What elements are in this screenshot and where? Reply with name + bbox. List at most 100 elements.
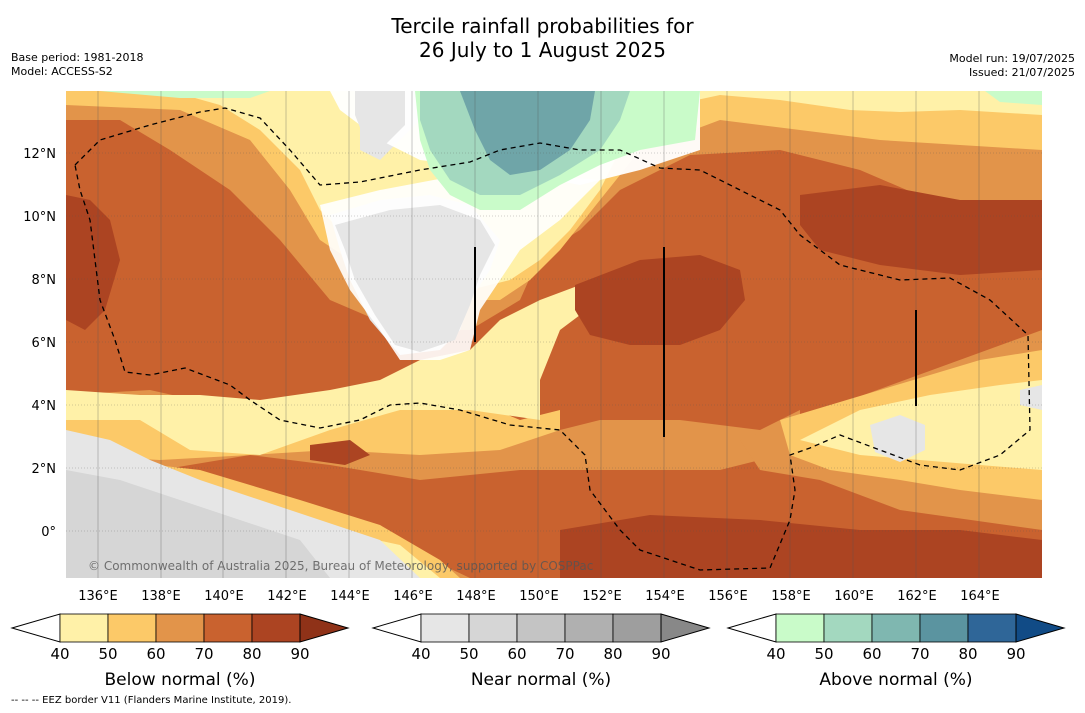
colorbar-tick: 90 xyxy=(290,645,309,663)
lat-label: 2°N xyxy=(32,462,57,477)
lat-label: 0° xyxy=(41,525,56,540)
colorbar-tick: 60 xyxy=(146,645,165,663)
issued-date: Issued: 21/07/2025 xyxy=(968,66,1075,79)
colorbar-tick: 50 xyxy=(459,645,478,663)
colorbars: 40 50 60 70 80 90 Below normal (%) 40 50 60 70 80 90… xyxy=(10,613,1066,690)
lon-label: 148°E xyxy=(456,589,496,604)
lat-label: 6°N xyxy=(32,336,57,351)
colorbar-segment xyxy=(107,613,157,643)
near-40-50-central-core xyxy=(335,205,495,352)
latitude-labels: 12°N 10°N 8°N 6°N 4°N 2°N 0° xyxy=(23,147,56,540)
eez-footnote: -- -- -- EEZ border V11 (Flanders Marine… xyxy=(11,695,292,706)
colorbar-extend-low xyxy=(371,613,422,643)
longitude-labels: 136°E 138°E 140°E 142°E 144°E 146°E 148°E 150°E… xyxy=(78,589,1000,604)
colorbar-title: Below normal (%) xyxy=(105,670,256,690)
colorbar-segment xyxy=(420,613,470,643)
colorbar-segment xyxy=(919,613,969,643)
below-80-90-central xyxy=(575,255,745,345)
colorbar-tick: 60 xyxy=(862,645,881,663)
colorbar-tick: 80 xyxy=(603,645,622,663)
colorbar-tick: 70 xyxy=(194,645,213,663)
colorbar-segment xyxy=(775,613,825,643)
near-50-60-southwest xyxy=(66,470,330,578)
model-run: Model run: 19/07/2025 xyxy=(949,52,1075,65)
near-40-50-north-blob xyxy=(355,91,405,145)
colorbar-segment xyxy=(871,613,921,643)
colorbar-1: 40 50 60 70 80 90 Near normal (%) xyxy=(371,613,711,690)
below-80-90-west xyxy=(66,195,120,330)
above-40-50-ne xyxy=(985,91,1042,105)
colorbar-extend-low xyxy=(10,613,61,643)
lon-label: 152°E xyxy=(582,589,622,604)
eez-borders xyxy=(74,107,1031,571)
colorbar-tick: 90 xyxy=(651,645,670,663)
lon-label: 140°E xyxy=(204,589,244,604)
lon-label: 160°E xyxy=(834,589,874,604)
base-period: Base period: 1981-2018 xyxy=(11,51,144,64)
colorbar-segment xyxy=(564,613,614,643)
lat-label: 8°N xyxy=(32,273,57,288)
colorbar-segment xyxy=(251,613,301,643)
near-40-50-east-blob xyxy=(870,415,925,462)
colorbar-extend-high xyxy=(1015,613,1066,643)
colorbar-segment xyxy=(612,613,662,643)
lat-label: 10°N xyxy=(23,210,56,225)
lon-label: 158°E xyxy=(771,589,811,604)
lon-label: 162°E xyxy=(897,589,937,604)
colorbar-tick: 80 xyxy=(242,645,261,663)
title-line-1: Tercile rainfall probabilities for xyxy=(391,14,694,38)
colorbar-tick: 40 xyxy=(411,645,430,663)
colorbar-tick: 90 xyxy=(1006,645,1025,663)
map-title: Tercile rainfall probabilities for 26 Ju… xyxy=(0,14,1085,62)
lon-label: 138°E xyxy=(141,589,181,604)
model-info: Base period: 1981-2018 Model: ACCESS-S2 xyxy=(11,51,143,79)
lon-label: 164°E xyxy=(960,589,1000,604)
below-40-50-ribbon xyxy=(66,285,600,455)
model-name: Model: ACCESS-S2 xyxy=(11,65,113,78)
near-40-50-east-edge xyxy=(1020,385,1042,410)
lon-label: 144°E xyxy=(330,589,370,604)
lon-label: 146°E xyxy=(393,589,433,604)
lon-label: 150°E xyxy=(519,589,559,604)
colorbar-2: 40 50 60 70 80 90 Above normal (%) xyxy=(726,613,1066,690)
eez-border-west xyxy=(74,107,1031,571)
colorbar-tick: 40 xyxy=(766,645,785,663)
lat-label: 4°N xyxy=(32,399,57,414)
colorbar-tick: 70 xyxy=(555,645,574,663)
title-line-2: 26 July to 1 August 2025 xyxy=(419,38,666,62)
colorbar-tick: 40 xyxy=(50,645,69,663)
below-80-90-east xyxy=(800,185,1042,275)
colorbar-segment xyxy=(203,613,253,643)
colorbar-extend-low xyxy=(726,613,777,643)
above-40-50-nw xyxy=(100,91,270,98)
reference-bars xyxy=(474,247,917,437)
below-80-90-spot xyxy=(310,440,370,465)
colorbar-segment xyxy=(155,613,205,643)
above-60-70-north xyxy=(460,91,595,175)
colorbar-title: Above normal (%) xyxy=(819,670,972,690)
colorbar-segment xyxy=(468,613,518,643)
lat-label: 12°N xyxy=(23,147,56,162)
colorbar-0: 40 50 60 70 80 90 Below normal (%) xyxy=(10,613,350,690)
colorbar-segment xyxy=(516,613,566,643)
lon-label: 136°E xyxy=(78,589,118,604)
colorbar-tick: 70 xyxy=(910,645,929,663)
colorbar-tick: 50 xyxy=(98,645,117,663)
colorbar-extend-high xyxy=(660,613,711,643)
colorbar-tick: 80 xyxy=(958,645,977,663)
colorbar-segment xyxy=(59,613,109,643)
colorbar-extend-high xyxy=(299,613,350,643)
colorbar-title: Near normal (%) xyxy=(471,670,611,690)
lon-label: 156°E xyxy=(708,589,748,604)
lon-label: 142°E xyxy=(267,589,307,604)
graticule xyxy=(66,91,1042,578)
copyright-text: © Commonwealth of Australia 2025, Bureau… xyxy=(88,559,593,573)
colorbar-segment xyxy=(823,613,873,643)
colorbar-tick: 60 xyxy=(507,645,526,663)
colorbar-segment xyxy=(967,613,1017,643)
run-info: Model run: 19/07/2025 Issued: 21/07/2025 xyxy=(949,52,1075,80)
probability-field xyxy=(66,91,1042,578)
colorbar-tick: 50 xyxy=(814,645,833,663)
lon-label: 154°E xyxy=(645,589,685,604)
